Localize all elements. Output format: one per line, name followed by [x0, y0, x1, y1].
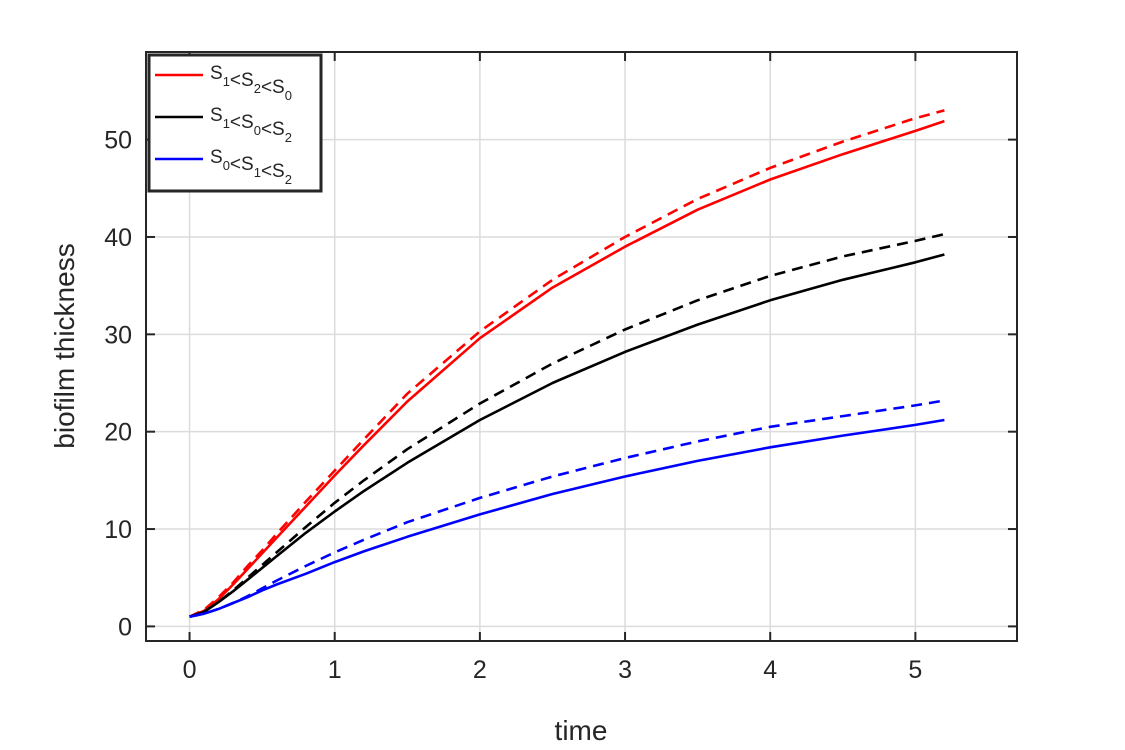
legend-entry: S1<S0<S2: [210, 105, 292, 145]
legend-entry: S1<S2<S0: [210, 63, 292, 103]
legend-entry: S0<S1<S2: [210, 147, 292, 187]
y-tick-label: 30: [104, 321, 132, 349]
series-line-1-dashed: [189, 109, 945, 618]
series-line-0-solid: [189, 119, 945, 618]
plot-frame: [145, 51, 1018, 642]
y-tick-label: 20: [104, 419, 132, 447]
x-axis-label: time: [555, 715, 608, 746]
x-tick-label: 2: [473, 656, 487, 684]
grid: [146, 52, 1017, 641]
y-tick-label: 40: [104, 224, 132, 252]
x-tick-label: 1: [328, 656, 342, 684]
x-tick-label: 0: [183, 656, 197, 684]
x-tick-label: 3: [618, 656, 632, 684]
series-line-3-dashed: [189, 232, 945, 618]
series-line-2-solid: [189, 253, 945, 618]
series-layer: [189, 109, 945, 618]
legend-box: [147, 53, 323, 193]
y-tick-label: 0: [118, 613, 132, 641]
y-tick-label: 10: [104, 516, 132, 544]
series-line-5-dashed: [189, 399, 945, 618]
x-tick-label: 4: [763, 656, 777, 684]
y-axis-label: biofilm thickness: [49, 243, 80, 448]
y-tick-label: 50: [104, 127, 132, 155]
x-tick-label: 5: [908, 656, 922, 684]
